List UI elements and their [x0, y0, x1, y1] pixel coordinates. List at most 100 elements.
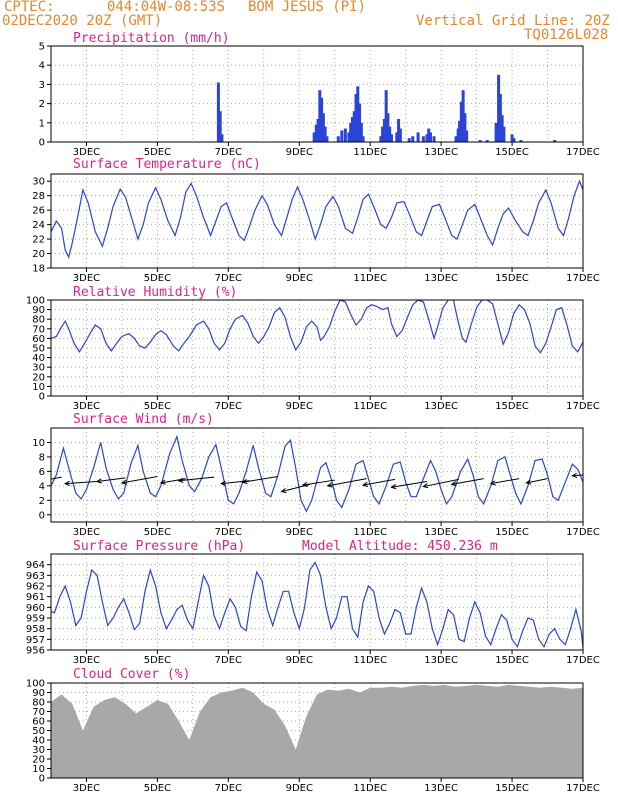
x-tick-label: 7DEC: [215, 147, 242, 158]
wind-arrowhead: [241, 478, 248, 485]
bar: [379, 136, 383, 142]
y-tick-label: 60: [32, 334, 45, 345]
y-tick-label: 20: [32, 755, 45, 766]
x-tick-label: 5DEC: [144, 273, 171, 284]
wind-arrowhead: [30, 480, 35, 484]
x-tick-label: 15DEC: [495, 273, 529, 284]
bar: [465, 130, 469, 142]
bar: [500, 115, 504, 142]
wind-arrowhead: [220, 480, 227, 486]
bar: [350, 117, 354, 142]
x-tick-label: 5DEC: [144, 147, 171, 158]
x-tick-label: 15DEC: [495, 147, 529, 158]
bar: [321, 113, 325, 142]
bar: [398, 128, 402, 142]
y-tick-label: 100: [26, 679, 45, 690]
bar: [388, 126, 392, 142]
bar: [458, 120, 462, 142]
bar: [312, 132, 316, 142]
bar: [519, 140, 523, 142]
bar: [416, 132, 420, 142]
bar: [407, 138, 411, 142]
wind-arrowhead: [390, 484, 397, 490]
y-tick-label: 28: [32, 191, 45, 202]
wind-vector: [178, 476, 215, 482]
wind-vector: [327, 478, 367, 487]
bar: [323, 126, 327, 142]
y-tick-label: 22: [32, 235, 45, 246]
panel-annotation: Model Altitude: 450.236 m: [302, 539, 498, 554]
panel-0: Precipitation (mm/h) 0 1 2 3 4 5 3DEC 5DEC 7DEC 9D…: [39, 31, 600, 158]
y-tick-label: 6: [39, 467, 45, 478]
wind-vector: [451, 478, 484, 485]
plot-area: [51, 179, 583, 259]
bar: [411, 136, 415, 142]
x-tick-label: 9DEC: [286, 527, 313, 538]
x-tick-label: 11DEC: [353, 783, 387, 794]
bar: [340, 130, 344, 142]
bar: [354, 94, 358, 142]
y-tick-label: 18: [32, 264, 45, 275]
panel-title: Surface Wind (m/s): [73, 412, 214, 427]
x-tick-label: 9DEC: [286, 273, 313, 284]
bar: [218, 111, 222, 142]
y-tick-label: 964: [26, 560, 45, 571]
wind-vector: [97, 477, 126, 483]
x-tick-label: 7DEC: [215, 273, 242, 284]
plot-area: [216, 74, 557, 142]
x-tick-label: 17DEC: [566, 273, 600, 284]
plot-area: [30, 434, 583, 513]
grid-label: Vertical Grid Line: 20Z: [416, 13, 610, 29]
bar: [461, 90, 465, 142]
bar: [347, 132, 351, 142]
x-tick-label: 11DEC: [353, 655, 387, 666]
bar: [316, 118, 320, 142]
x-tick-label: 9DEC: [286, 147, 313, 158]
wind-arrowhead: [95, 478, 103, 484]
bar: [389, 134, 393, 142]
wind-arrowhead: [301, 481, 308, 488]
y-tick-label: 0: [39, 774, 45, 785]
bar: [356, 86, 360, 142]
bar: [325, 136, 329, 142]
y-tick-label: 10: [32, 764, 45, 775]
wind-vector: [65, 481, 98, 485]
line-series: [51, 561, 583, 649]
line-series: [51, 179, 583, 259]
x-tick-label: 13DEC: [424, 147, 458, 158]
wind-arrowhead: [361, 481, 369, 487]
y-tick-label: 50: [32, 726, 45, 737]
wind-arrowhead: [120, 479, 127, 485]
wind-arrowhead: [326, 482, 333, 488]
y-tick-label: 50: [32, 344, 45, 355]
bar: [425, 134, 429, 142]
y-tick-label: 70: [32, 707, 45, 718]
panel-title: Surface Pressure (hPa): [73, 539, 245, 554]
bar: [216, 82, 220, 142]
y-tick-label: 30: [32, 745, 45, 756]
code-label: TQ0126L028: [524, 27, 609, 43]
x-tick-label: 3DEC: [73, 655, 100, 666]
y-tick-label: 100: [26, 296, 45, 307]
y-tick-label: 20: [32, 372, 45, 383]
bar: [220, 134, 224, 142]
y-tick-label: 958: [26, 624, 45, 635]
y-tick-label: 963: [26, 571, 45, 582]
y-tick-label: 24: [32, 220, 45, 231]
x-tick-label: 17DEC: [566, 527, 600, 538]
y-tick-label: 10: [32, 438, 45, 449]
x-tick-label: 5DEC: [144, 783, 171, 794]
coords-label: 044:04W-08:53S: [107, 0, 226, 15]
wind-vector: [221, 480, 250, 485]
x-tick-label: 11DEC: [353, 273, 387, 284]
bar: [459, 101, 463, 142]
bar: [395, 132, 399, 142]
bar: [498, 94, 502, 142]
bar: [318, 90, 322, 142]
bar: [421, 136, 425, 142]
x-tick-label: 15DEC: [495, 655, 529, 666]
y-tick-label: 90: [32, 688, 45, 699]
bar: [485, 140, 489, 142]
